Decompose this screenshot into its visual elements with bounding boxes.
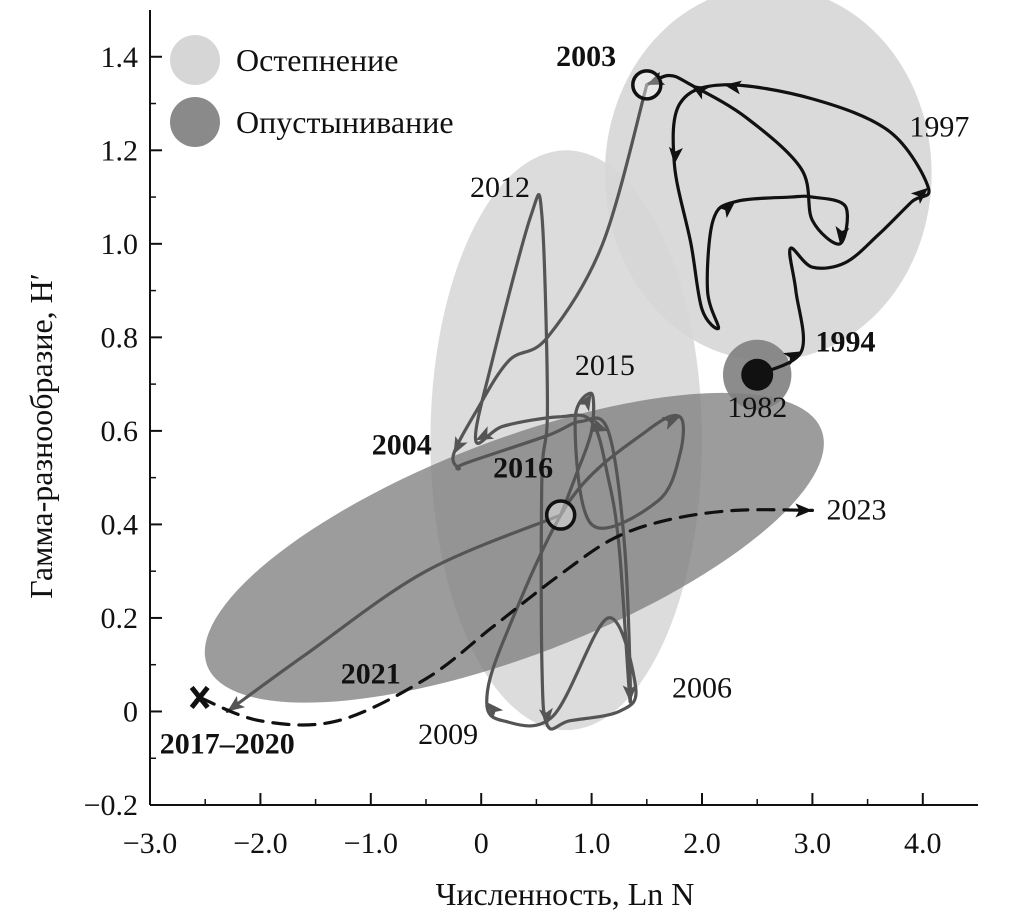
year-label-2015: 2015 <box>575 349 635 382</box>
legend-label-0: Остепнение <box>236 42 398 78</box>
year-labels-layer: 2003 1997 2012 1994 2015 1982 2004 2016 2023 2021… <box>160 40 970 760</box>
y-tick-label: 0 <box>123 695 138 728</box>
year-label-2017–2020: 2017–2020 <box>160 728 295 761</box>
trajectory-0 <box>645 73 931 377</box>
x-axis-title: Численность, Ln N <box>436 876 695 912</box>
x-tick-label: 1.0 <box>573 827 611 860</box>
arrow-1-7 <box>576 393 592 412</box>
y-tick-label: 0.4 <box>101 508 139 541</box>
trajectory-3 <box>198 508 814 727</box>
arrow-0-4 <box>717 201 736 219</box>
arrow-1-0 <box>453 435 468 455</box>
year-label-1997: 1997 <box>909 110 969 143</box>
arrow-0-6 <box>690 84 710 100</box>
markers-layer <box>189 69 774 710</box>
arrow-0-0 <box>783 351 802 366</box>
y-tick-label: −0.2 <box>84 789 138 822</box>
marker-1994 <box>741 358 774 391</box>
x-tick-label: 2.0 <box>683 827 721 860</box>
arrow-1-6 <box>661 416 680 430</box>
x-tick-label: −1.0 <box>344 827 398 860</box>
year-label-2006: 2006 <box>672 671 732 704</box>
marker-2017–2020 <box>189 685 210 710</box>
x-tick-label: 0 <box>474 827 489 860</box>
axes: −3.0 −2.0 −1.0 0 1.0 2.0 3.0 4.0 −0.2 0 0.2 0.4 0.6 0… <box>84 10 978 860</box>
arrow-0-5 <box>835 225 850 244</box>
x-tick-label: 4.0 <box>904 827 942 860</box>
arrow-1-3 <box>475 426 495 441</box>
regions-layer <box>204 0 932 731</box>
year-label-2004: 2004 <box>372 428 432 461</box>
x-tick-label: −3.0 <box>123 827 177 860</box>
y-tick-label: 0.6 <box>101 415 139 448</box>
trajectory-1 <box>451 83 685 731</box>
trajectory-layer <box>198 71 931 731</box>
legend-label-1: Опустынивание <box>236 104 454 140</box>
arrow-0-1 <box>910 187 929 205</box>
y-tick-label: 0.2 <box>101 602 139 635</box>
year-label-2009: 2009 <box>418 718 478 751</box>
year-label-2012: 2012 <box>470 171 530 204</box>
y-tick-label: 1.2 <box>101 134 139 167</box>
arrow-1-4 <box>538 707 553 726</box>
legend-swatch-1 <box>170 97 220 147</box>
y-tick-label: 0.8 <box>101 321 139 354</box>
arrow-0-2 <box>724 80 742 95</box>
arrow-1-2 <box>622 684 637 703</box>
arrow-1-5 <box>486 702 504 720</box>
year-label-2021: 2021 <box>341 657 401 690</box>
marker-2016 <box>544 499 577 531</box>
year-label-1982: 1982 <box>727 391 787 424</box>
x-tick-label: −2.0 <box>233 827 287 860</box>
y-axis-title: Гамма-разнообразие, H′ <box>23 273 59 599</box>
y-tick-label: 1.0 <box>101 228 139 261</box>
year-label-1994: 1994 <box>816 325 876 358</box>
year-label-2003: 2003 <box>556 40 616 73</box>
marker-2003 <box>631 69 663 101</box>
region-2 <box>204 392 824 703</box>
year-label-2023: 2023 <box>827 494 887 527</box>
arrow-1-1 <box>589 418 609 433</box>
arrow-2-0 <box>227 695 246 712</box>
region-1 <box>604 0 932 361</box>
x-tick-label: 3.0 <box>794 827 832 860</box>
legend: Остепнение Опустынивание <box>170 35 454 147</box>
arrow-3-0 <box>795 503 813 518</box>
trajectory-2 <box>225 513 563 714</box>
year-label-2016: 2016 <box>493 452 553 485</box>
legend-swatch-0 <box>170 35 220 85</box>
arrow-0-3 <box>668 146 683 165</box>
y-tick-label: 1.4 <box>101 41 139 74</box>
